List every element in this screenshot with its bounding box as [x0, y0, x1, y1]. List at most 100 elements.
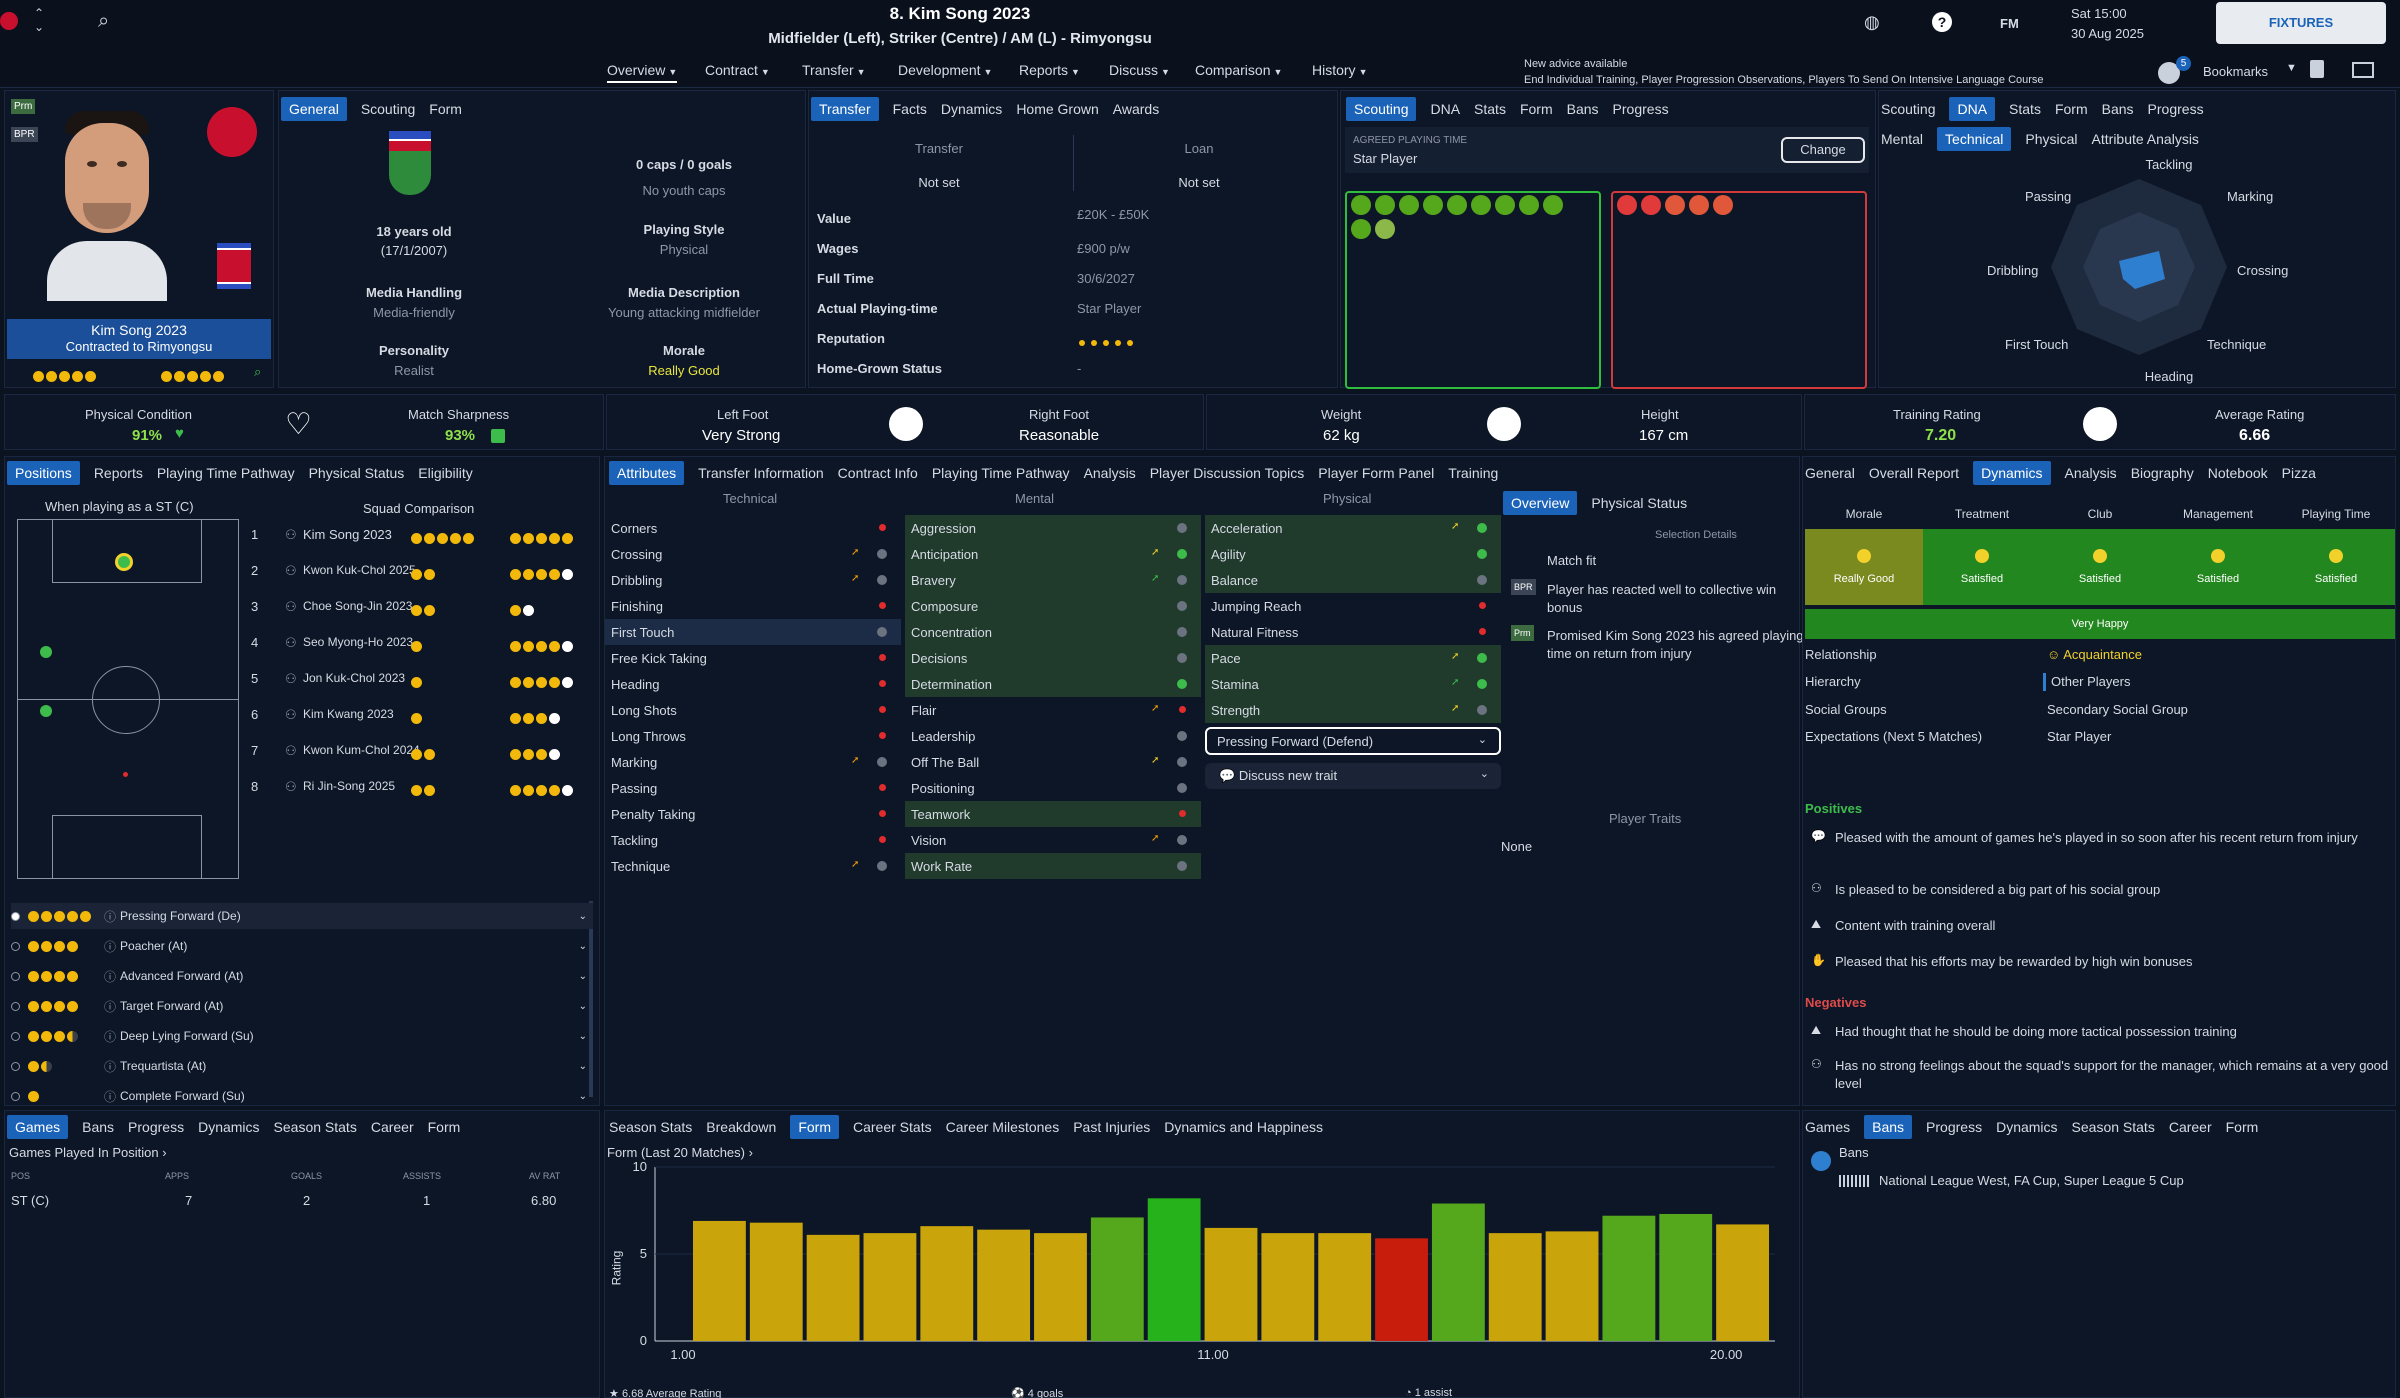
attribute-row-off-the-ball[interactable]: Off The Ball ➚: [905, 749, 1201, 775]
tab-facts[interactable]: Facts: [892, 101, 927, 117]
attribute-row-crossing[interactable]: Crossing ➚: [605, 541, 901, 567]
info-icon[interactable]: ⓘ: [104, 1059, 117, 1074]
role-row[interactable]: ⓘ Complete Forward (Su) ⌄: [11, 1083, 593, 1109]
trait-icon[interactable]: [1471, 195, 1491, 215]
tab-mental[interactable]: Mental: [1881, 131, 1924, 147]
attribute-row-long-throws[interactable]: Long Throws: [605, 723, 901, 749]
nav-reports[interactable]: Reports ▼: [1019, 62, 1080, 78]
trait-icon[interactable]: [1351, 219, 1371, 239]
tab-physical-status[interactable]: Physical Status: [308, 465, 405, 481]
radio-button[interactable]: [11, 1031, 20, 1041]
squad-player-name[interactable]: Kim Kwang 2023: [303, 707, 394, 721]
info-icon[interactable]: ⓘ: [104, 1089, 117, 1104]
tab-dna[interactable]: DNA: [1430, 101, 1461, 117]
tab-playing-time-pathway[interactable]: Playing Time Pathway: [156, 465, 295, 481]
trait-icon[interactable]: [1519, 195, 1539, 215]
tab-eligibility[interactable]: Eligibility: [418, 465, 473, 481]
happiness-cell[interactable]: [1805, 529, 1923, 605]
tab-analysis[interactable]: Analysis: [1083, 465, 1136, 481]
tab-home-grown[interactable]: Home Grown: [1016, 101, 1099, 117]
scroll-arrows-icon[interactable]: ⌃ ⌄: [34, 6, 45, 34]
games-played-in-position[interactable]: Games Played In Position ›: [9, 1145, 167, 1160]
tab-dynamics[interactable]: Dynamics: [1973, 461, 2051, 485]
nav-transfer[interactable]: Transfer ▼: [802, 62, 866, 78]
tab-form[interactable]: Form: [1519, 101, 1553, 117]
attribute-row-finishing[interactable]: Finishing: [605, 593, 901, 619]
tab-progress[interactable]: Progress: [128, 1119, 185, 1135]
tab-general[interactable]: General: [1805, 465, 1855, 481]
role-row[interactable]: ⓘ Poacher (At) ⌄: [11, 933, 593, 959]
nav-overview[interactable]: Overview ▼: [607, 62, 678, 83]
attribute-row-composure[interactable]: Composure: [905, 593, 1201, 619]
role-row[interactable]: ⓘ Advanced Forward (At) ⌄: [11, 963, 593, 989]
scrollbar[interactable]: [589, 901, 593, 1097]
tab-form[interactable]: Form: [429, 101, 462, 117]
squad-player-name[interactable]: Kwon Kuk-Chol 2025: [303, 563, 416, 577]
tab-progress[interactable]: Progress: [1612, 101, 1669, 117]
tab-scouting[interactable]: Scouting: [1346, 97, 1417, 121]
tab-dna[interactable]: DNA: [1949, 97, 1996, 121]
tab-attribute-analysis[interactable]: Attribute Analysis: [2091, 131, 2199, 147]
role-select[interactable]: Pressing Forward (Defend) ⌄: [1205, 727, 1501, 755]
info-icon[interactable]: ⓘ: [104, 999, 117, 1014]
help-icon[interactable]: ?: [1932, 12, 1952, 32]
attribute-row-strength[interactable]: Strength ➚: [1205, 697, 1501, 723]
tab-positions[interactable]: Positions: [7, 461, 80, 485]
column-apps[interactable]: APPS: [165, 1171, 190, 1181]
tab-dynamics[interactable]: Dynamics: [940, 101, 1003, 117]
notes-icon[interactable]: [2310, 60, 2324, 78]
trait-icon[interactable]: [1351, 195, 1371, 215]
magnifier-icon[interactable]: ⌕: [254, 364, 262, 379]
tab-attributes[interactable]: Attributes: [609, 461, 685, 485]
attribute-row-dribbling[interactable]: Dribbling ➚: [605, 567, 901, 593]
world-icon[interactable]: ◍: [1864, 12, 1880, 32]
attribute-row-leadership[interactable]: Leadership: [905, 723, 1201, 749]
advice-title[interactable]: New advice available: [1524, 58, 1628, 70]
weakness-icon[interactable]: [1665, 195, 1685, 215]
tab-progress[interactable]: Progress: [1926, 1119, 1983, 1135]
role-row[interactable]: ⓘ Deep Lying Forward (Su) ⌄: [11, 1023, 593, 1049]
tab-bans[interactable]: Bans: [1864, 1115, 1913, 1139]
tab-bans[interactable]: Bans: [82, 1119, 115, 1135]
attribute-row-first-touch[interactable]: First Touch: [605, 619, 901, 645]
radio-button[interactable]: [11, 1001, 20, 1011]
tab-games[interactable]: Games: [1805, 1119, 1851, 1135]
position-st-marker[interactable]: [115, 553, 133, 571]
weakness-icon[interactable]: [1617, 195, 1637, 215]
nav-discuss[interactable]: Discuss ▼: [1109, 62, 1170, 78]
trait-icon[interactable]: [1423, 195, 1443, 215]
attribute-row-free-kick-taking[interactable]: Free Kick Taking: [605, 645, 901, 671]
tab-bans[interactable]: Bans: [1566, 101, 1599, 117]
trait-icon[interactable]: [1399, 195, 1419, 215]
chevron-down-icon[interactable]: ▼: [2286, 62, 2297, 74]
tab-player-form-panel[interactable]: Player Form Panel: [1318, 465, 1435, 481]
tab-overview[interactable]: Overview: [1503, 491, 1578, 515]
tab-dynamics[interactable]: Dynamics: [198, 1119, 260, 1135]
tab-biography[interactable]: Biography: [2130, 465, 2194, 481]
attribute-row-passing[interactable]: Passing: [605, 775, 901, 801]
form-title[interactable]: Form (Last 20 Matches) ›: [607, 1145, 753, 1160]
column-goals[interactable]: GOALS: [291, 1171, 323, 1181]
tab-player-discussion-topics[interactable]: Player Discussion Topics: [1149, 465, 1305, 481]
position-ml-marker[interactable]: [40, 705, 52, 717]
attribute-row-agility[interactable]: Agility: [1205, 541, 1501, 567]
tab-career-stats[interactable]: Career Stats: [853, 1119, 932, 1135]
change-button[interactable]: Change: [1781, 137, 1865, 163]
tab-progress[interactable]: Progress: [2147, 101, 2204, 117]
attribute-row-vision[interactable]: Vision ➚: [905, 827, 1201, 853]
attribute-row-stamina[interactable]: Stamina ➚: [1205, 671, 1501, 697]
attribute-row-jumping-reach[interactable]: Jumping Reach: [1205, 593, 1501, 619]
info-icon[interactable]: ⓘ: [104, 909, 117, 924]
tab-career-milestones[interactable]: Career Milestones: [945, 1119, 1060, 1135]
tab-physical[interactable]: Physical: [2025, 131, 2078, 147]
weakness-icon[interactable]: [1713, 195, 1733, 215]
info-icon[interactable]: ⓘ: [104, 969, 117, 984]
player-club[interactable]: Contracted to Rimyongsu: [65, 339, 213, 354]
tab-playing-time-pathway[interactable]: Playing Time Pathway: [931, 465, 1070, 481]
tab-notebook[interactable]: Notebook: [2207, 465, 2268, 481]
attribute-row-technique[interactable]: Technique ➚: [605, 853, 901, 879]
trait-icon[interactable]: [1375, 219, 1395, 239]
tab-scouting[interactable]: Scouting: [1881, 101, 1936, 117]
info-icon[interactable]: ⓘ: [104, 1029, 117, 1044]
tab-analysis[interactable]: Analysis: [2064, 465, 2117, 481]
